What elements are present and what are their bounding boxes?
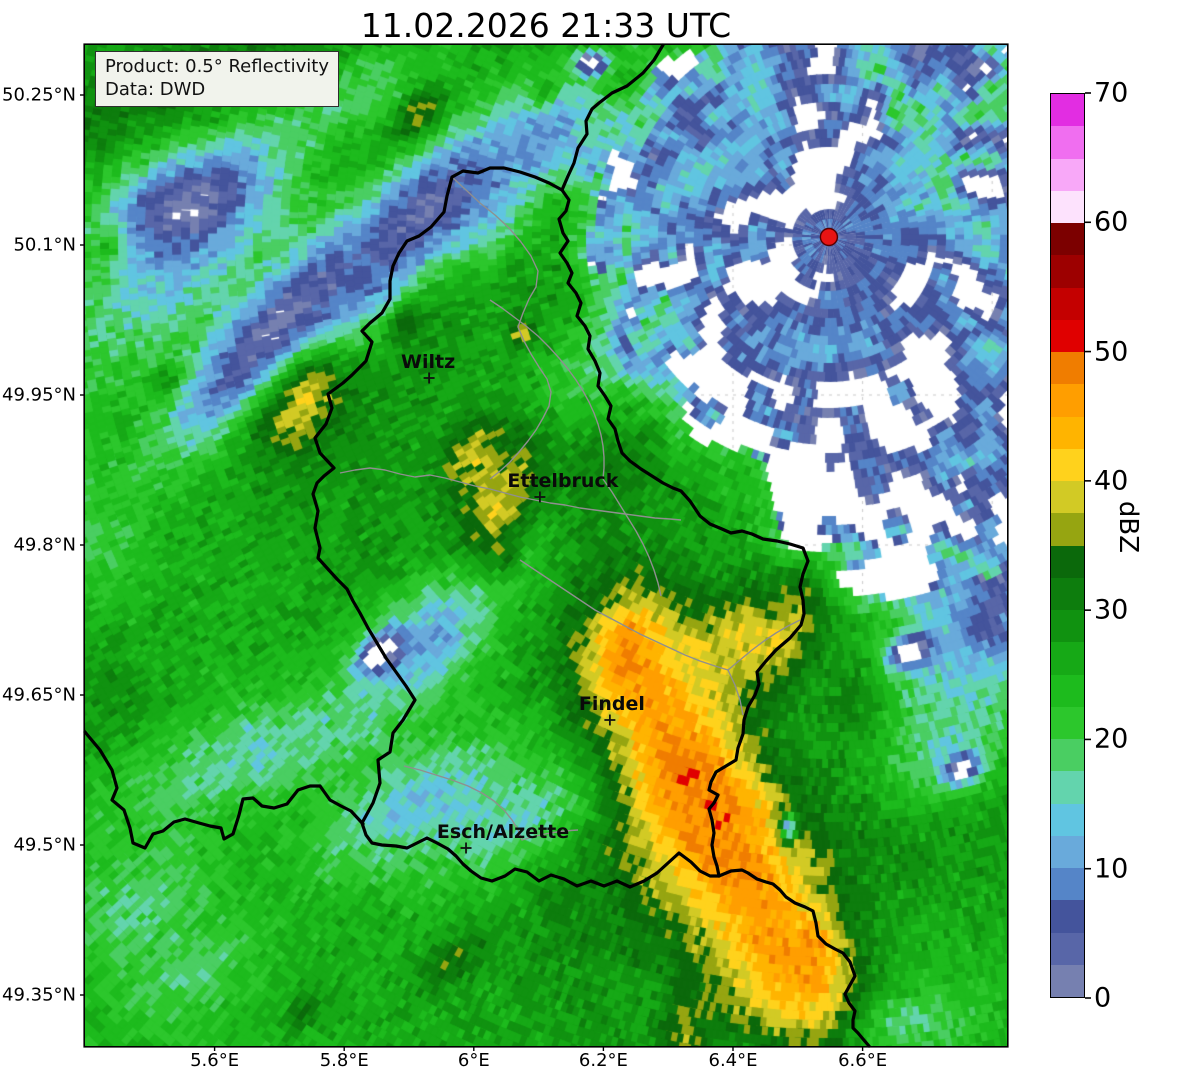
colorbar-tick-label: 0 xyxy=(1094,982,1112,1014)
colorbar-segment xyxy=(1051,964,1084,997)
colorbar-segment xyxy=(1051,190,1084,223)
colorbar-tick-label: 50 xyxy=(1094,336,1129,368)
data-source-label: Data: DWD xyxy=(105,79,206,101)
lat-tick-label: 49.5°N xyxy=(13,834,76,856)
colorbar-segment xyxy=(1051,674,1084,707)
colorbar-segment xyxy=(1051,416,1084,449)
colorbar-unit-label: dBZ xyxy=(1113,500,1143,554)
colorbar-tick-label: 30 xyxy=(1094,594,1129,626)
colorbar-segment xyxy=(1051,545,1084,578)
product-info-box: Product: 0.5° Reflectivity Data: DWD xyxy=(95,51,339,108)
colorbar-segment xyxy=(1051,384,1084,417)
radar-reflectivity-canvas xyxy=(85,45,1007,1046)
lon-tick-label: 5.8°E xyxy=(319,1050,369,1071)
lon-tick-label: 6.6°E xyxy=(838,1050,888,1071)
colorbar-tick-label: 20 xyxy=(1094,723,1129,755)
lat-tick-label: 50.1°N xyxy=(13,234,76,256)
product-label: Product: 0.5° Reflectivity xyxy=(105,56,329,77)
colorbar-segment xyxy=(1051,642,1084,675)
colorbar-segment xyxy=(1051,706,1084,739)
colorbar-segment xyxy=(1051,223,1084,256)
colorbar-segment xyxy=(1051,287,1084,320)
colorbar-segment xyxy=(1051,448,1084,481)
colorbar-tick-label: 70 xyxy=(1094,77,1129,109)
lon-tick-label: 6°E xyxy=(457,1050,490,1071)
colorbar-segment xyxy=(1051,868,1084,901)
colorbar-tick-label: 40 xyxy=(1094,465,1129,497)
lat-tick-label: 49.8°N xyxy=(13,534,76,556)
colorbar xyxy=(1050,93,1085,998)
colorbar-segment xyxy=(1051,513,1084,546)
lon-tick-label: 5.6°E xyxy=(190,1050,240,1071)
colorbar-segment xyxy=(1051,803,1084,836)
colorbar-tick-label: 10 xyxy=(1094,853,1129,885)
colorbar-segment xyxy=(1051,610,1084,643)
colorbar-segment xyxy=(1051,352,1084,385)
colorbar-segment xyxy=(1051,577,1084,610)
colorbar-segment xyxy=(1051,94,1084,127)
plot-title: 11.02.2026 21:33 UTC xyxy=(360,6,732,45)
colorbar-segment xyxy=(1051,319,1084,352)
lon-tick-label: 6.4°E xyxy=(708,1050,758,1071)
colorbar-segment xyxy=(1051,739,1084,772)
colorbar-tick-label: 60 xyxy=(1094,206,1129,238)
lat-tick-label: 49.65°N xyxy=(2,684,76,706)
colorbar-segment xyxy=(1051,126,1084,159)
colorbar-segment xyxy=(1051,835,1084,868)
colorbar-segment xyxy=(1051,900,1084,933)
colorbar-segment xyxy=(1051,481,1084,514)
lat-tick-label: 50.25°N xyxy=(2,84,76,106)
colorbar-segment xyxy=(1051,771,1084,804)
colorbar-segment xyxy=(1051,932,1084,965)
lat-tick-label: 49.95°N xyxy=(2,384,76,406)
colorbar-segment xyxy=(1051,255,1084,288)
colorbar-segment xyxy=(1051,158,1084,191)
lon-tick-label: 6.2°E xyxy=(578,1050,628,1071)
lat-tick-label: 49.35°N xyxy=(2,984,76,1006)
